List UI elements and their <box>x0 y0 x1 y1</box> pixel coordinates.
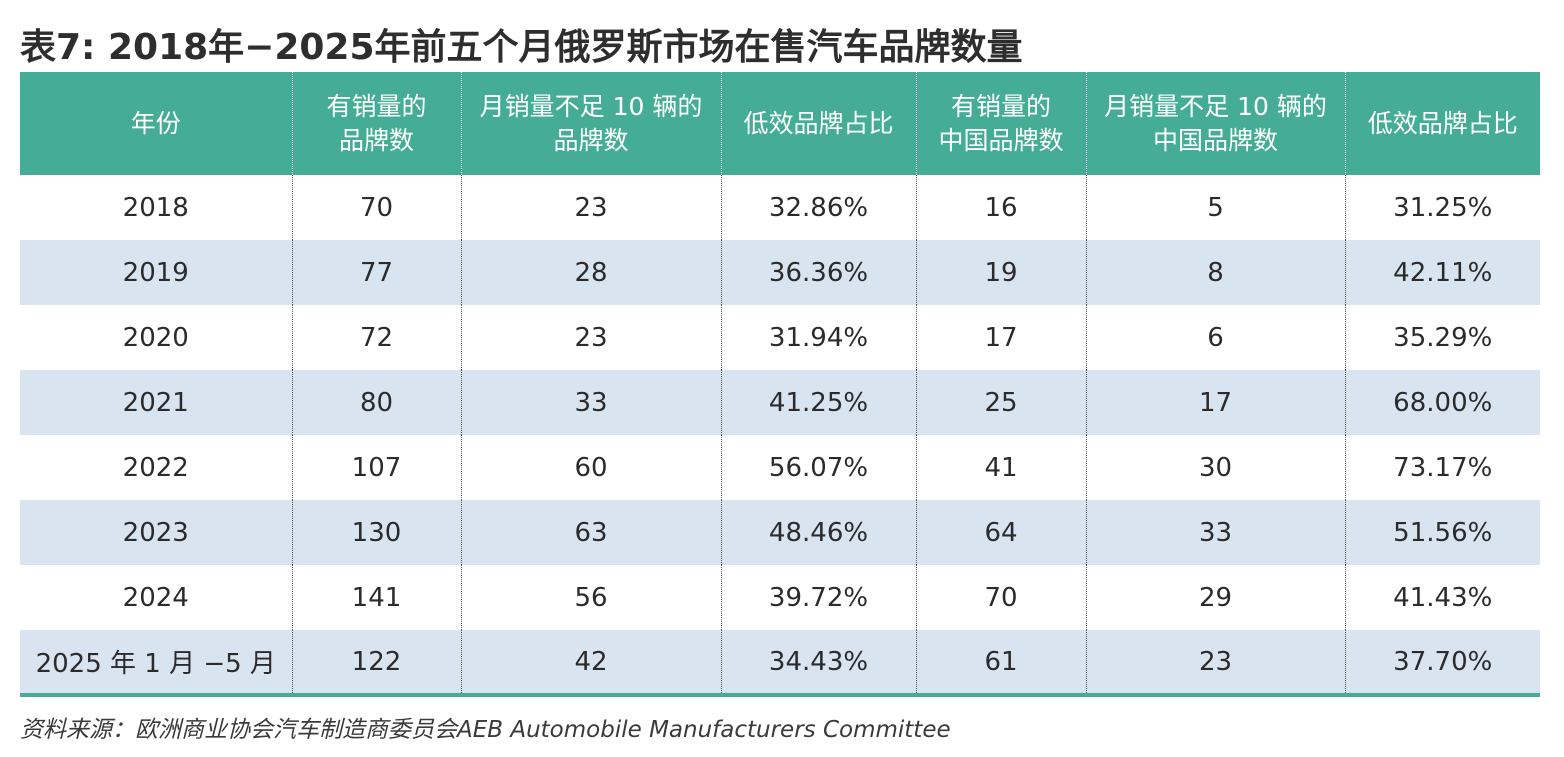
cell-cn-low-brands: 6 <box>1085 305 1345 370</box>
cell-low-brands: 28 <box>460 240 721 305</box>
cell-low-share: 32.86% <box>720 175 916 240</box>
cell-low-brands: 60 <box>460 435 721 500</box>
cell-cn-low-share: 42.11% <box>1344 240 1540 305</box>
table-title: 表7: 2018年−2025年前五个月俄罗斯市场在售汽车品牌数量 <box>20 27 1023 68</box>
cell-brands: 130 <box>291 500 461 565</box>
cell-cn-brands: 64 <box>915 500 1086 565</box>
cell-cn-low-brands: 17 <box>1085 370 1345 435</box>
cell-cn-brands: 17 <box>915 305 1086 370</box>
table-row: 2019 77 28 36.36% 19 8 42.11% <box>20 240 1540 305</box>
cell-cn-low-brands: 23 <box>1085 630 1345 697</box>
cell-cn-brands: 61 <box>915 630 1086 697</box>
header-low-efficiency-share: 低效品牌占比 <box>720 72 916 175</box>
table-row: 2020 72 23 31.94% 17 6 35.29% <box>20 305 1540 370</box>
cell-cn-brands: 70 <box>915 565 1086 630</box>
cell-low-share: 41.25% <box>720 370 916 435</box>
cell-cn-low-brands: 5 <box>1085 175 1345 240</box>
cell-low-brands: 33 <box>460 370 721 435</box>
cell-brands: 122 <box>291 630 461 697</box>
header-low-sales-brands: 月销量不足 10 辆的 品牌数 <box>460 72 721 175</box>
header-chinese-low-sales-brands: 月销量不足 10 辆的 中国品牌数 <box>1085 72 1345 175</box>
cell-year: 2019 <box>122 257 189 288</box>
cell-brands: 77 <box>291 240 461 305</box>
cell-year: 2023 <box>122 517 189 548</box>
cell-cn-brands: 41 <box>915 435 1086 500</box>
cell-low-brands: 63 <box>460 500 721 565</box>
cell-low-share: 34.43% <box>720 630 916 697</box>
header-chinese-low-efficiency-share: 低效品牌占比 <box>1344 72 1540 175</box>
cell-cn-low-share: 73.17% <box>1344 435 1540 500</box>
cell-cn-low-share: 31.25% <box>1344 175 1540 240</box>
table-row: 2024 141 56 39.72% 70 29 41.43% <box>20 565 1540 630</box>
cell-low-share: 56.07% <box>720 435 916 500</box>
cell-cn-low-share: 37.70% <box>1344 630 1540 697</box>
cell-cn-low-brands: 8 <box>1085 240 1345 305</box>
cell-low-share: 39.72% <box>720 565 916 630</box>
cell-cn-low-share: 35.29% <box>1344 305 1540 370</box>
header-year: 年份 <box>130 108 181 138</box>
cell-cn-brands: 25 <box>915 370 1086 435</box>
cell-low-brands: 56 <box>460 565 721 630</box>
cell-low-brands: 23 <box>460 175 721 240</box>
cell-cn-low-share: 41.43% <box>1344 565 1540 630</box>
cell-year: 2018 <box>122 192 189 223</box>
cell-low-share: 36.36% <box>720 240 916 305</box>
cell-cn-brands: 19 <box>915 240 1086 305</box>
cell-brands: 70 <box>291 175 461 240</box>
cell-low-share: 48.46% <box>720 500 916 565</box>
cell-brands: 72 <box>291 305 461 370</box>
cell-cn-low-brands: 29 <box>1085 565 1345 630</box>
header-brands-with-sales: 有销量的 品牌数 <box>291 72 461 175</box>
table-row: 2018 70 23 32.86% 16 5 31.25% <box>20 175 1540 240</box>
table-row: 2025 年 1 月 −5 月 122 42 34.43% 61 23 37.7… <box>20 630 1540 697</box>
cell-year: 2025 年 1 月 −5 月 <box>20 630 292 697</box>
cell-year: 2024 <box>122 582 189 613</box>
cell-cn-brands: 16 <box>915 175 1086 240</box>
cell-year: 2020 <box>122 322 189 353</box>
cell-low-share: 31.94% <box>720 305 916 370</box>
table-row: 2023 130 63 48.46% 64 33 51.56% <box>20 500 1540 565</box>
cell-brands: 80 <box>291 370 461 435</box>
cell-brands: 141 <box>291 565 461 630</box>
cell-cn-low-brands: 30 <box>1085 435 1345 500</box>
cell-cn-low-share: 68.00% <box>1344 370 1540 435</box>
table-row: 2021 80 33 41.25% 25 17 68.00% <box>20 370 1540 435</box>
cell-year: 2021 <box>122 387 189 418</box>
cell-year: 2022 <box>122 452 189 483</box>
cell-cn-low-brands: 33 <box>1085 500 1345 565</box>
header-chinese-brands-with-sales: 有销量的 中国品牌数 <box>915 72 1086 175</box>
cell-cn-low-share: 51.56% <box>1344 500 1540 565</box>
cell-brands: 107 <box>291 435 461 500</box>
data-table: 年份 有销量的 品牌数 月销量不足 10 辆的 品牌数 低效品牌占比 有销量的 中国品… <box>20 72 1540 697</box>
cell-low-brands: 23 <box>460 305 721 370</box>
table-row: 2022 107 60 56.07% 41 30 73.17% <box>20 435 1540 500</box>
header-row: 年份 有销量的 品牌数 月销量不足 10 辆的 品牌数 低效品牌占比 有销量的 中国品… <box>20 72 1540 175</box>
cell-low-brands: 42 <box>460 630 721 697</box>
source-note: 资料来源：欧洲商业协会汽车制造商委员会AEB Automobile Manufa… <box>20 717 951 743</box>
